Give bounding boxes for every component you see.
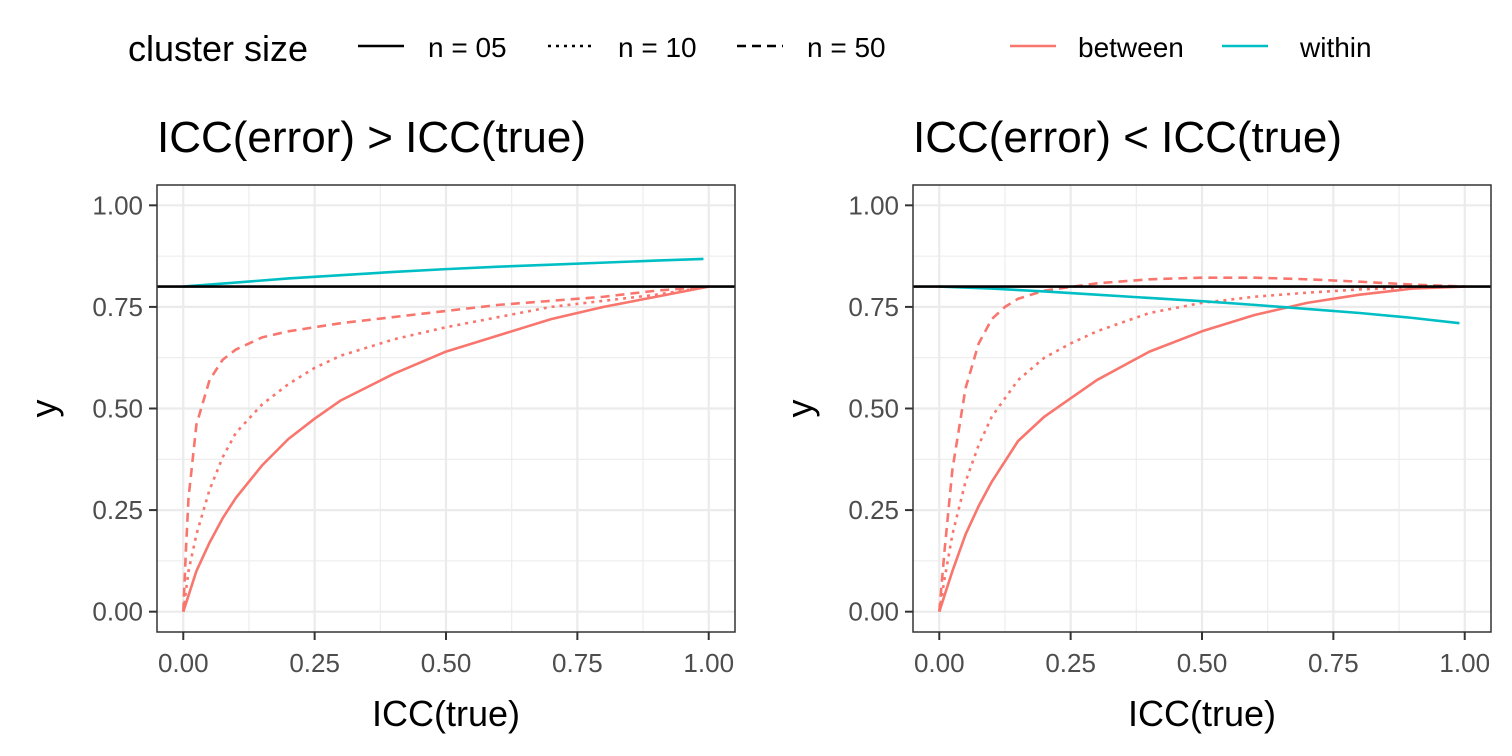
- y-axis-title: y: [23, 400, 64, 418]
- x-tick-label: 1.00: [1439, 648, 1490, 678]
- y-tick-label: 0.25: [92, 495, 143, 525]
- legend-label-linetype: n = 10: [618, 32, 697, 63]
- y-tick-label: 0.50: [848, 394, 899, 424]
- legend-label-within: within: [1299, 32, 1372, 63]
- chart-panel-2: ICC(error) < ICC(true) 0.00 0.25 0.50 0.75 1.…: [779, 113, 1492, 734]
- x-axis-title: ICC(true): [372, 693, 520, 734]
- series-line-within-n-05: [939, 285, 1460, 325]
- x-tick-label: 0.25: [289, 648, 340, 678]
- x-tick-label: 0.75: [1308, 648, 1359, 678]
- legend-label-linetype: n = 50: [807, 32, 886, 63]
- y-tick-label: 0.00: [92, 597, 143, 627]
- series-line-within-n-05: [183, 257, 704, 288]
- x-tick-label: 0.50: [421, 648, 472, 678]
- legend-title: cluster size: [128, 28, 308, 69]
- y-tick-label: 1.00: [848, 190, 899, 220]
- series-line-between-n-10: [181, 285, 709, 612]
- y-tick-label: 0.75: [92, 292, 143, 322]
- y-tick-label: 0.50: [92, 394, 143, 424]
- panel-title: ICC(error) < ICC(true): [913, 113, 1342, 162]
- legend-label-between: between: [1078, 32, 1184, 63]
- x-axis-title: ICC(true): [1128, 693, 1276, 734]
- x-tick-label: 0.00: [158, 648, 209, 678]
- legend-label-linetype: n = 05: [428, 32, 507, 63]
- series-line-between-n-05: [938, 285, 1465, 613]
- y-tick-label: 1.00: [92, 190, 143, 220]
- panel-title: ICC(error) > ICC(true): [157, 113, 586, 162]
- x-tick-label: 0.75: [552, 648, 603, 678]
- y-tick-label: 0.25: [848, 495, 899, 525]
- series-line-between-n-10: [937, 285, 1465, 612]
- legend: cluster size n = 05 n = 10 n = 50 between wi…: [128, 28, 1372, 69]
- x-tick-label: 1.00: [683, 648, 734, 678]
- series-line-between-n-50: [181, 285, 709, 612]
- series-line-between-n-05: [182, 285, 709, 613]
- y-axis-title: y: [779, 400, 820, 418]
- x-tick-label: 0.00: [914, 648, 965, 678]
- chart-panel-1: ICC(error) > ICC(true) 0.00 0.25 0.50 0.75 1.…: [23, 113, 736, 734]
- y-tick-label: 0.00: [848, 597, 899, 627]
- x-tick-label: 0.50: [1177, 648, 1228, 678]
- x-tick-label: 0.25: [1045, 648, 1096, 678]
- chart-panels: ICC(error) > ICC(true) 0.00 0.25 0.50 0.75 1.…: [23, 113, 1492, 734]
- y-tick-label: 0.75: [848, 292, 899, 322]
